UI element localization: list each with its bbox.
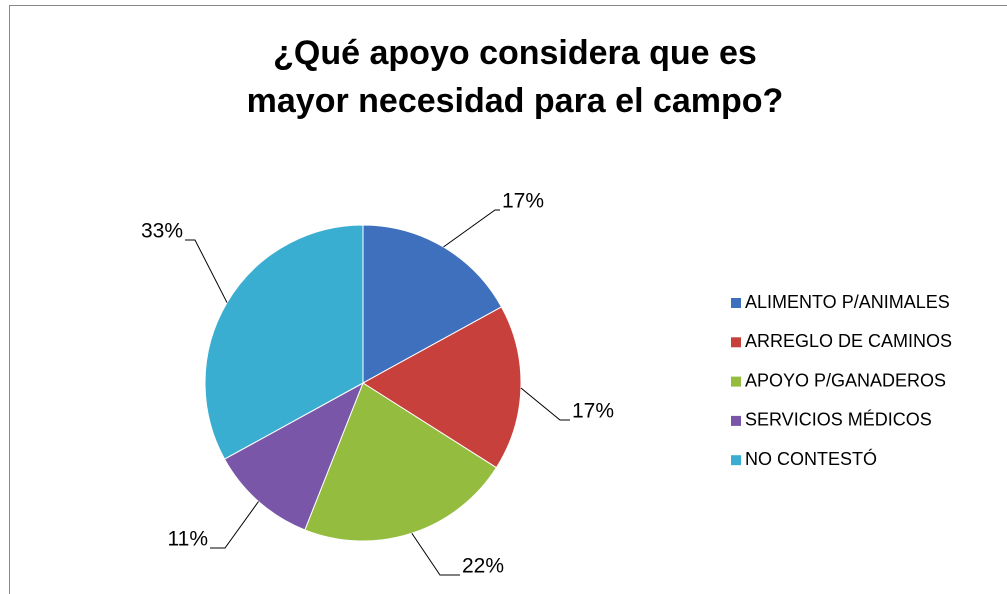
pie-slice [223,381,364,531]
legend-swatch [731,337,741,348]
legend-label: ARREGLO DE CAMINOS [745,331,952,351]
data-label: 22% [462,555,504,578]
data-label: 17% [572,400,614,423]
pie-slice [362,224,503,384]
legend-swatch [731,455,741,466]
data-label: 11% [168,528,208,551]
leader-line [411,532,460,576]
legend-label: ALIMENTO P/ANIMALES [745,292,950,312]
pie-slice [362,306,522,469]
chart-title: ¿Qué apoyo considera que es mayor necesid… [247,34,784,120]
leader-line [210,501,259,549]
legend-label: APOYO P/GANADEROS [745,370,946,390]
leader-line [443,209,500,248]
legend-swatch [731,298,741,308]
legend-swatch [731,415,741,426]
legend-label: SERVICIOS MÉDICOS [745,410,932,430]
leader-line [520,387,570,421]
legend-label: NO CONTESTÓ [745,448,877,469]
pie-slice [304,382,498,542]
pie-slice [204,224,364,460]
data-label: 17% [502,190,544,213]
chart-border [9,5,1007,594]
legend-swatch [731,376,741,387]
leader-line [185,239,228,303]
data-label: 33% [141,220,183,243]
